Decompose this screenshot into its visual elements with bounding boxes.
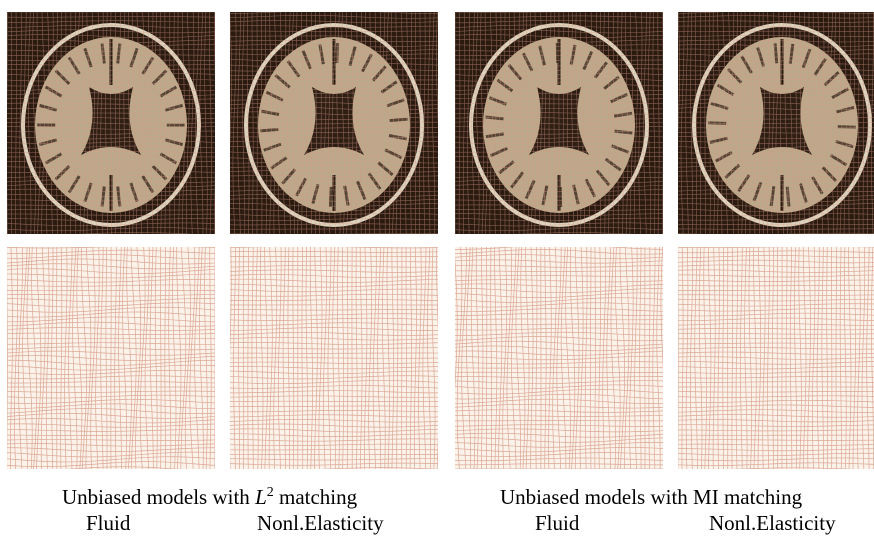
deformation-grid-l2-fluid [7,247,215,469]
grid-svg [7,247,215,469]
caption-mi-group-title: Unbiased models with MI matching [500,485,803,509]
caption-mi-elasticity-label: Nonl.Elasticity [709,511,836,535]
grid-svg [455,247,663,469]
deformation-grid-mi-fluid [455,247,663,469]
deformation-grid-l2-nonl-elasticity [230,247,438,469]
caption-text: Unbiased models with [62,485,256,509]
brain-image-mi-fluid [455,12,663,234]
brain-image-l2-fluid [7,12,215,234]
caption-l2-group-title: Unbiased models with L2 matching [62,485,357,509]
grid-svg [230,247,438,469]
grid-lines [7,12,215,234]
caption-l2-fluid-label: Fluid [86,511,131,535]
brain-image-l2-nonl-elasticity [230,12,438,234]
grid-lines [230,12,438,234]
brain-overlay-svg [455,12,663,234]
grid-lines [455,12,663,234]
grid-svg [678,247,874,469]
grid-lines [230,247,438,469]
brain-overlay-svg [7,12,215,234]
caption-math-sup: 2 [266,485,274,500]
caption-math-l: L [255,485,267,509]
brain-overlay-svg [230,12,438,234]
brain-overlay-svg [678,12,874,234]
caption-mi-fluid-label: Fluid [535,511,580,535]
grid-lines [678,12,874,234]
grid-lines [455,247,663,469]
grid-lines [7,247,215,469]
brain-image-mi-nonl-elasticity [678,12,874,234]
deformation-grid-mi-nonl-elasticity [678,247,874,469]
caption-l2-elasticity-label: Nonl.Elasticity [257,511,384,535]
caption-text: matching [273,485,358,509]
grid-lines [678,247,874,469]
